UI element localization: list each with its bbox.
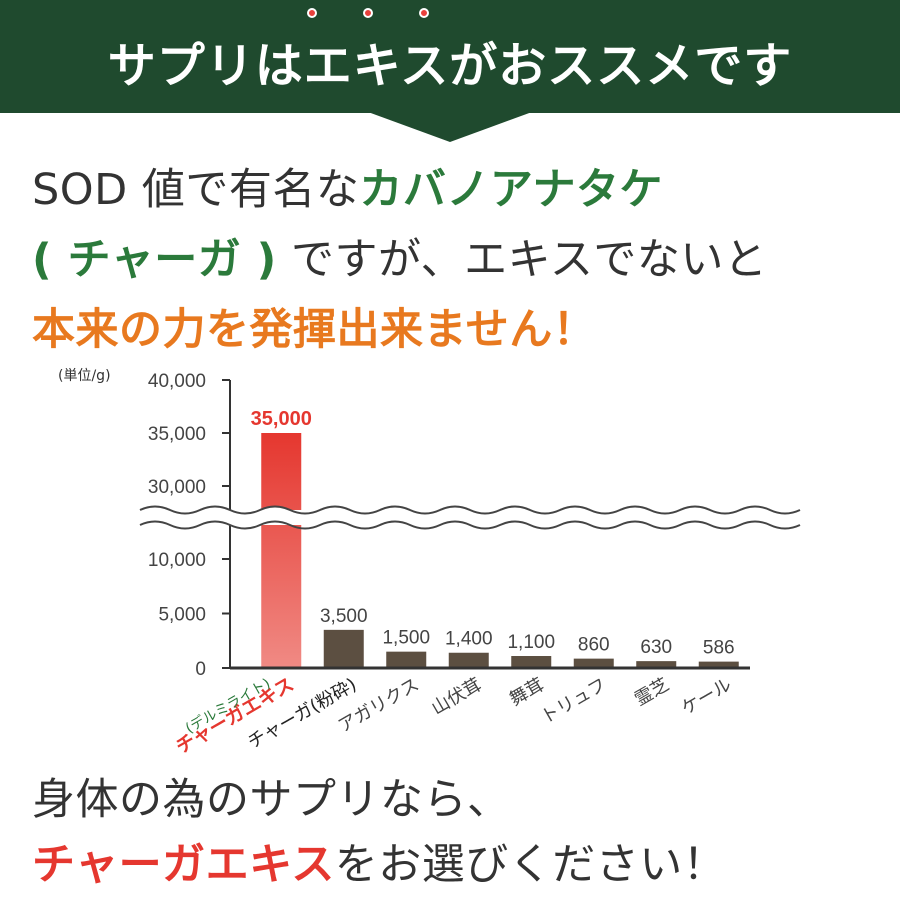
bar xyxy=(511,656,552,668)
intro-line-1: SOD 値で有名なカバノアナタケ xyxy=(32,155,663,217)
x-tick-label: ケール xyxy=(678,674,735,719)
closing-line-2-suffix: をお選びください！ xyxy=(334,840,727,890)
axis-break-line xyxy=(139,520,801,530)
bar xyxy=(448,652,489,668)
axis-break-line xyxy=(139,505,801,515)
intro-line-2-highlight: ( チャーガ ) xyxy=(32,235,277,285)
bar xyxy=(261,433,302,668)
y-tick-label: 35,000 xyxy=(148,424,206,445)
bar-value-label: 860 xyxy=(578,635,610,656)
y-tick-label: 0 xyxy=(195,659,206,680)
x-tick-label: 舞茸 xyxy=(506,674,548,710)
emphasis-dot xyxy=(419,8,429,18)
closing-line-2: チャーガエキスをお選びください！ xyxy=(32,830,726,892)
emphasis-dot xyxy=(307,8,317,18)
bar-value-label: 35,000 xyxy=(251,408,312,430)
x-tick-label: トリュフ xyxy=(537,674,610,728)
bar-value-label: 1,100 xyxy=(507,632,555,653)
bar-value-label: 630 xyxy=(640,637,672,658)
bar-value-label: 1,400 xyxy=(445,629,493,650)
axis-break-band xyxy=(140,510,750,525)
header-title: サプリはエキスがおススメです xyxy=(107,38,793,94)
bar xyxy=(636,661,677,668)
intro-line-3: 本来の力を発揮出来ません！ xyxy=(32,305,597,355)
y-tick-label: 10,000 xyxy=(148,550,206,571)
bar xyxy=(323,629,364,668)
y-tick-label: 30,000 xyxy=(148,477,206,498)
emphasis-dot xyxy=(363,8,373,18)
intro-line-1-highlight: カバノアナタケ xyxy=(359,165,664,215)
y-tick-label: 5,000 xyxy=(158,605,206,626)
x-tick-label: 山伏茸 xyxy=(428,674,485,719)
bar xyxy=(698,661,739,668)
unit-label: (単位/g) xyxy=(58,368,111,384)
sod-bar-chart: (単位/g) 0 5,000 10,000 30,000 35,000 40,000 35,0… xyxy=(58,368,801,758)
closing-line-1: 身体の為のサプリなら、 xyxy=(32,775,511,825)
x-tick-label: 霊芝 xyxy=(631,674,673,710)
bar-value-label: 586 xyxy=(703,638,735,659)
bar-value-label: 1,500 xyxy=(382,628,430,649)
header-banner: サプリはエキスがおススメです xyxy=(0,0,900,113)
y-tick-label: 40,000 xyxy=(148,371,206,392)
intro-line-2: ( チャーガ ) ですが、エキスでないと xyxy=(32,225,767,287)
bar xyxy=(386,651,427,668)
down-arrow-icon xyxy=(368,112,532,142)
bar xyxy=(573,658,614,668)
bar-value-label: 3,500 xyxy=(320,606,368,627)
intro-line-1-prefix: SOD 値で有名な xyxy=(32,165,360,215)
closing-line-2-highlight: チャーガエキス xyxy=(32,840,335,890)
intro-line-2-suffix: ですが、エキスでないと xyxy=(276,235,768,285)
